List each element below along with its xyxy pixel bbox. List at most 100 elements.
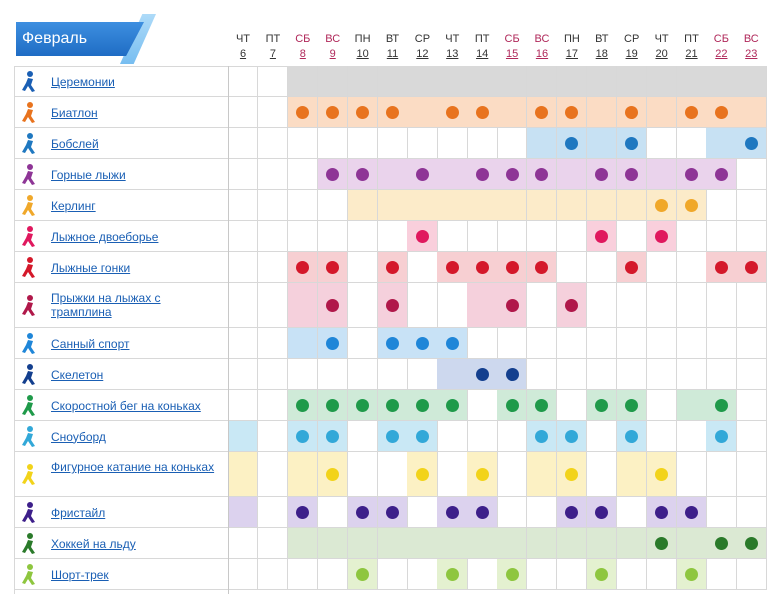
medal-event-dot[interactable]	[744, 537, 758, 550]
schedule-cell[interactable]	[287, 452, 319, 497]
schedule-cell[interactable]	[736, 252, 767, 283]
schedule-cell[interactable]	[586, 190, 618, 221]
medal-event-dot[interactable]	[625, 261, 639, 274]
medal-event-dot[interactable]	[385, 106, 399, 119]
day-number[interactable]: 15	[505, 48, 519, 60]
medal-event-dot[interactable]	[625, 106, 639, 119]
medal-event-dot[interactable]	[625, 430, 639, 443]
schedule-cell[interactable]	[676, 390, 707, 421]
sport-link-cross-country[interactable]: Лыжные гонки	[51, 260, 131, 275]
schedule-cell[interactable]	[228, 452, 259, 497]
medal-event-dot[interactable]	[505, 399, 519, 412]
medal-event-dot[interactable]	[296, 399, 310, 412]
schedule-cell[interactable]	[407, 221, 438, 252]
medal-event-dot[interactable]	[326, 168, 340, 181]
medal-event-dot[interactable]	[714, 430, 728, 443]
schedule-cell[interactable]	[556, 190, 588, 221]
medal-event-dot[interactable]	[565, 468, 579, 481]
schedule-cell[interactable]	[467, 252, 498, 283]
medal-event-dot[interactable]	[445, 106, 459, 119]
medal-event-dot[interactable]	[595, 506, 609, 519]
sport-link-skeleton[interactable]: Скелетон	[51, 367, 104, 382]
schedule-cell[interactable]	[377, 66, 408, 97]
schedule-cell[interactable]	[377, 190, 408, 221]
medal-event-dot[interactable]	[684, 168, 698, 181]
medal-event-dot[interactable]	[326, 106, 340, 119]
medal-event-dot[interactable]	[595, 568, 609, 581]
medal-event-dot[interactable]	[475, 368, 489, 381]
schedule-cell[interactable]	[556, 528, 588, 559]
medal-event-dot[interactable]	[535, 168, 549, 181]
medal-event-dot[interactable]	[625, 399, 639, 412]
medal-event-dot[interactable]	[475, 168, 489, 181]
schedule-cell[interactable]	[287, 283, 319, 328]
schedule-cell[interactable]	[347, 497, 378, 528]
sport-link-nordic-combined[interactable]: Лыжное двоеборье	[51, 229, 159, 244]
schedule-cell[interactable]	[347, 528, 378, 559]
sport-link-speed-skating[interactable]: Скоростной бег на коньках	[51, 398, 201, 413]
medal-event-dot[interactable]	[684, 199, 698, 212]
schedule-cell[interactable]	[407, 190, 438, 221]
medal-event-dot[interactable]	[326, 430, 340, 443]
schedule-cell[interactable]	[556, 66, 588, 97]
day-number[interactable]: 13	[446, 48, 459, 60]
schedule-cell[interactable]	[497, 528, 528, 559]
day-number[interactable]: 23	[745, 48, 758, 60]
schedule-cell[interactable]	[228, 497, 259, 528]
schedule-cell[interactable]	[527, 128, 558, 159]
medal-event-dot[interactable]	[565, 299, 579, 312]
medal-event-dot[interactable]	[475, 468, 489, 481]
schedule-cell[interactable]	[586, 128, 618, 159]
schedule-cell[interactable]	[646, 66, 677, 97]
schedule-cell[interactable]	[437, 66, 468, 97]
schedule-cell[interactable]	[586, 66, 618, 97]
schedule-cell[interactable]	[646, 497, 677, 528]
medal-event-dot[interactable]	[714, 261, 728, 274]
schedule-cell[interactable]	[437, 190, 468, 221]
medal-event-dot[interactable]	[356, 168, 370, 181]
schedule-cell[interactable]	[467, 283, 498, 328]
schedule-cell[interactable]	[467, 528, 498, 559]
day-number[interactable]: 20	[655, 48, 668, 60]
medal-event-dot[interactable]	[565, 137, 579, 150]
day-number[interactable]: 11	[386, 48, 399, 60]
day-number[interactable]: 6	[239, 48, 247, 60]
schedule-cell[interactable]	[646, 97, 677, 128]
medal-event-dot[interactable]	[655, 230, 669, 243]
day-number[interactable]: 17	[565, 48, 579, 60]
day-number[interactable]: 19	[625, 48, 638, 60]
schedule-cell[interactable]	[527, 66, 558, 97]
schedule-cell[interactable]	[706, 128, 737, 159]
day-number[interactable]: 22	[715, 48, 728, 60]
day-number[interactable]: 9	[329, 48, 336, 60]
schedule-cell[interactable]	[228, 421, 259, 452]
medal-event-dot[interactable]	[415, 230, 429, 243]
medal-event-dot[interactable]	[296, 430, 310, 443]
medal-event-dot[interactable]	[296, 261, 310, 274]
medal-event-dot[interactable]	[326, 261, 340, 274]
medal-event-dot[interactable]	[744, 137, 758, 150]
medal-event-dot[interactable]	[714, 168, 728, 181]
schedule-cell[interactable]	[287, 328, 319, 359]
medal-event-dot[interactable]	[505, 261, 519, 274]
medal-event-dot[interactable]	[326, 399, 340, 412]
schedule-cell[interactable]	[317, 159, 349, 190]
sport-link-ice-hockey[interactable]: Хоккей на льду	[51, 536, 136, 551]
schedule-cell[interactable]	[527, 452, 558, 497]
medal-event-dot[interactable]	[535, 430, 549, 443]
schedule-cell[interactable]	[527, 528, 558, 559]
sport-link-short-track[interactable]: Шорт-трек	[51, 567, 109, 582]
schedule-cell[interactable]	[497, 390, 528, 421]
medal-event-dot[interactable]	[445, 261, 459, 274]
medal-event-dot[interactable]	[356, 399, 370, 412]
medal-event-dot[interactable]	[714, 106, 728, 119]
medal-event-dot[interactable]	[505, 568, 519, 581]
medal-event-dot[interactable]	[714, 537, 728, 550]
medal-event-dot[interactable]	[684, 506, 698, 519]
medal-event-dot[interactable]	[625, 168, 639, 181]
schedule-cell[interactable]	[437, 97, 468, 128]
sport-link-snowboard[interactable]: Сноуборд	[51, 429, 106, 444]
medal-event-dot[interactable]	[415, 468, 429, 481]
medal-event-dot[interactable]	[505, 168, 519, 181]
medal-event-dot[interactable]	[415, 337, 429, 350]
